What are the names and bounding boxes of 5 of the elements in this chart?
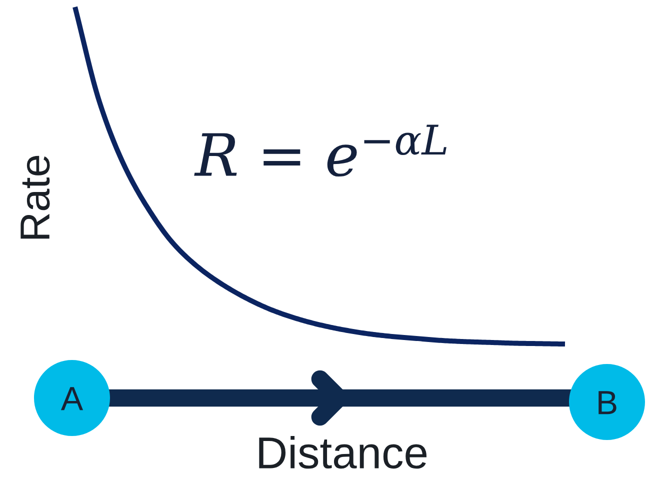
x-axis-title: Distance — [259, 436, 426, 469]
text: B — [598, 391, 616, 414]
annotation: R = e$^{−αL}$ — [194, 124, 446, 177]
y-axis-title: Rate — [20, 156, 50, 239]
annotation: A — [60, 387, 84, 410]
